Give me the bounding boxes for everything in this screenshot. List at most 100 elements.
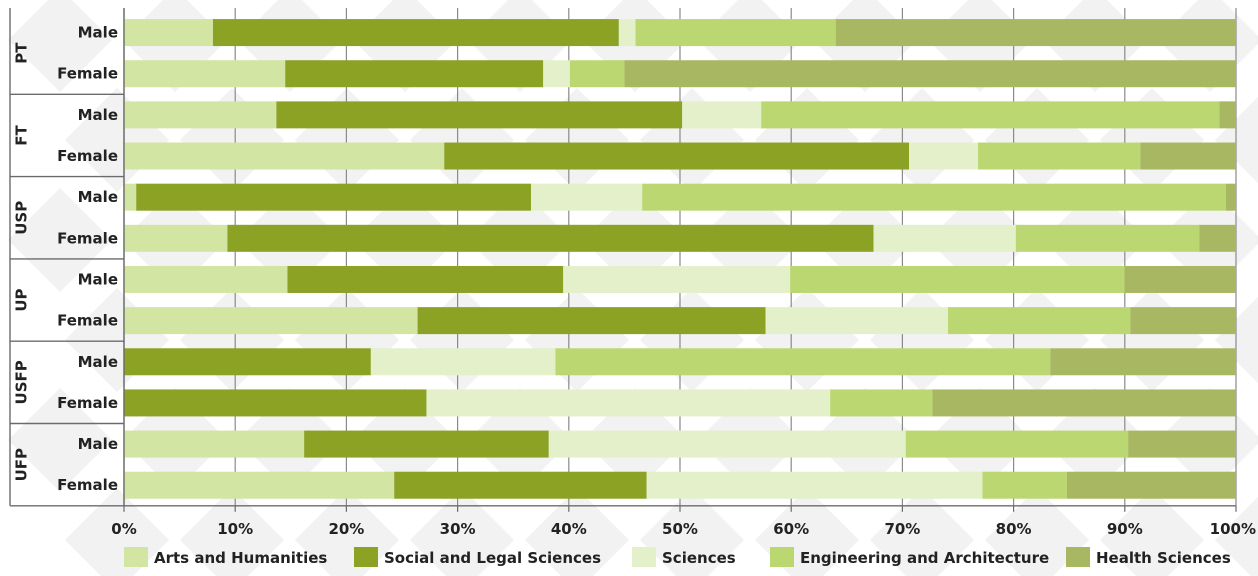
bar-segment [1124,265,1236,293]
bar-segment [873,224,1016,252]
bar-segment [287,265,564,293]
x-tick-label: 80% [996,520,1032,538]
bar-segment [212,19,619,47]
bar-segment [276,101,683,129]
background-diamond [180,488,284,576]
category-label: Female [57,147,118,165]
background-diamond [8,388,112,492]
legend-swatch [1066,547,1090,567]
bar-segment [124,142,445,170]
legend-swatch [770,547,794,567]
background-diamond [1100,288,1204,392]
x-tick-label: 40% [551,520,587,538]
legend-swatch [354,547,378,567]
legend-label: Sciences [662,549,736,567]
background-diamond [525,288,629,392]
background-diamond [640,488,744,576]
bar-segment [642,183,1226,211]
bar-segment [1128,430,1236,458]
background-diamond [985,488,1089,576]
bar-segment [444,142,910,170]
group-label: FT [13,124,31,145]
legend-swatch [124,547,148,567]
bar-segment [765,307,948,335]
bar-segment [790,265,1125,293]
group-label: UFP [13,448,31,481]
bar-segment [124,430,305,458]
bar-segment [624,60,1236,88]
bar-segment [548,430,906,458]
bar-segment [285,60,544,88]
legend-label: Engineering and Architecture [800,549,1049,567]
category-label: Male [78,106,118,124]
category-label: Male [78,270,118,288]
bar-segment [1199,224,1236,252]
background-diamond [8,188,112,292]
x-tick-label: 20% [328,520,364,538]
bar-segment [304,430,549,458]
background-diamond [410,288,514,392]
bar-segment [124,348,371,376]
x-tick-label: 0% [111,520,136,538]
bar-segment [830,389,933,417]
group-label: UP [13,288,31,311]
background-diamond [985,288,1089,392]
group-label: USP [13,201,31,235]
bar-segment [124,265,288,293]
background-diamond [410,488,514,576]
bar-segment [982,471,1067,499]
bar-segment [394,471,647,499]
bar-segment [569,60,625,88]
background-diamond [755,288,859,392]
x-tick-label: 100% [1210,520,1256,538]
legend-label: Health Sciences [1096,549,1231,567]
bar-segment [947,307,1131,335]
bars [124,19,1236,499]
bar-segment [618,19,636,47]
bar-segment [555,348,1051,376]
bar-segment [682,101,762,129]
bar-segment [909,142,979,170]
bar-segment [835,19,1236,47]
bar-segment [646,471,983,499]
x-tick-label: 10% [217,520,253,538]
background-diamond [180,288,284,392]
x-tick-label: 60% [773,520,809,538]
bar-segment [635,19,836,47]
bar-segment [124,389,427,417]
bar-segment [1140,142,1236,170]
bar-segment [227,224,874,252]
bar-segment [761,101,1220,129]
category-label: Female [57,476,118,494]
bar-segment [543,60,570,88]
category-label: Male [78,353,118,371]
category-label: Male [78,435,118,453]
bar-segment [1015,224,1200,252]
legend-label: Arts and Humanities [154,549,327,567]
bar-segment [124,60,286,88]
background-diamond [870,488,974,576]
background-diamond [1100,488,1204,576]
x-tick-label: 70% [884,520,920,538]
x-tick-label: 30% [440,520,476,538]
x-tick-label: 90% [1107,520,1143,538]
bar-segment [932,389,1236,417]
category-label: Female [57,229,118,247]
group-label: PT [13,42,31,64]
category-label: Male [78,188,118,206]
background-diamond [8,0,112,92]
background-diamond [65,288,169,392]
bar-segment [530,183,643,211]
bar-segment [124,101,277,129]
bar-segment [1130,307,1236,335]
bar-segment [124,471,395,499]
group-label: USFP [13,360,31,404]
background-diamond [1215,497,1258,576]
bar-segment [370,348,556,376]
bar-segment [1050,348,1236,376]
background-diamond [525,488,629,576]
bar-segment [124,19,213,47]
bar-segment [136,183,531,211]
